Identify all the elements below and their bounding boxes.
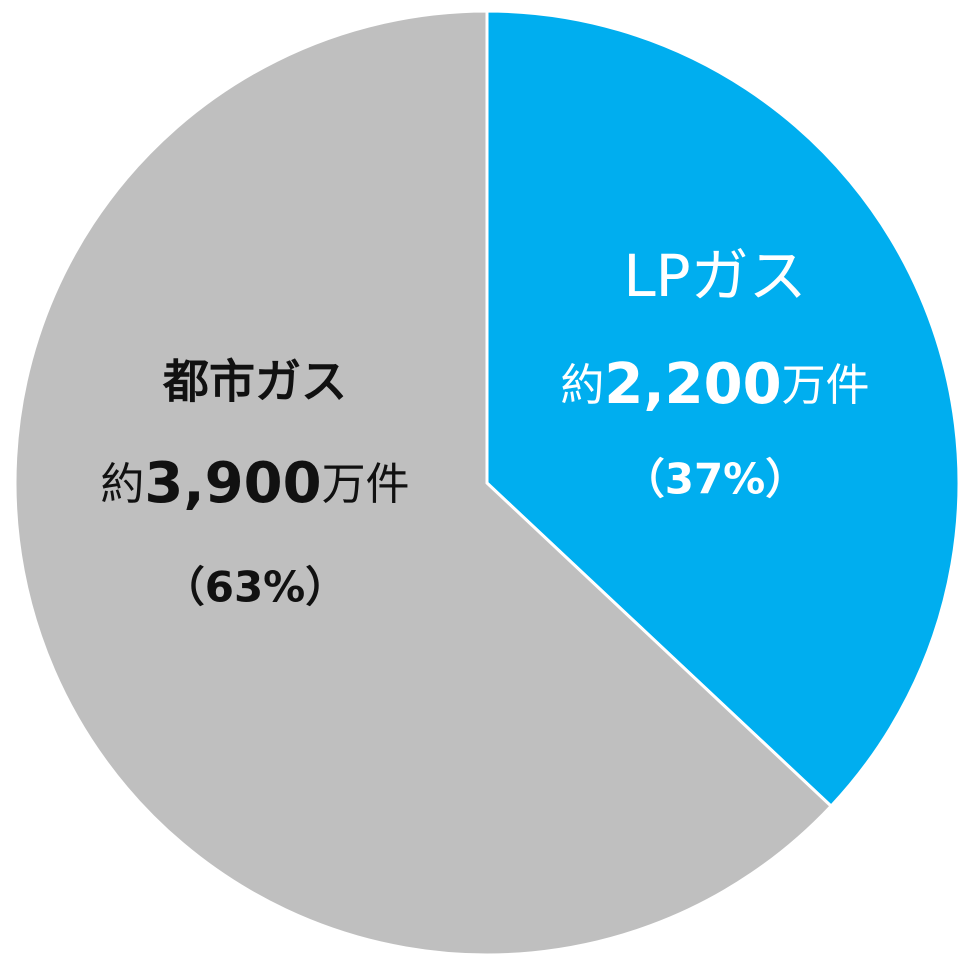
count-label: 約2,200万件	[560, 352, 869, 417]
slice-label: 都市ガス	[162, 355, 347, 409]
count-prefix: 約	[560, 360, 604, 411]
value-label: （37%）	[623, 455, 808, 504]
count-prefix: 約	[100, 459, 144, 510]
slice-label: LPガス	[623, 242, 806, 310]
value-label: （63%）	[163, 563, 348, 612]
count-number: 3,900	[144, 451, 321, 516]
count-suffix: 万件	[782, 360, 870, 411]
count-suffix: 万件	[322, 459, 410, 510]
count-number: 2,200	[604, 352, 781, 417]
pie-slice	[485, 9, 958, 809]
count-label: 約3,900万件	[100, 451, 409, 516]
pie-slice	[13, 9, 834, 957]
